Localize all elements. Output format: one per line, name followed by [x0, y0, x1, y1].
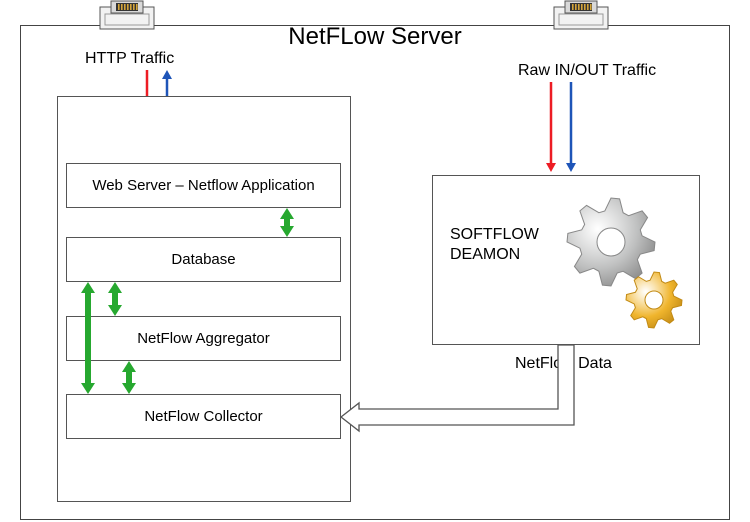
netflow-data-arrow: [0, 0, 750, 522]
